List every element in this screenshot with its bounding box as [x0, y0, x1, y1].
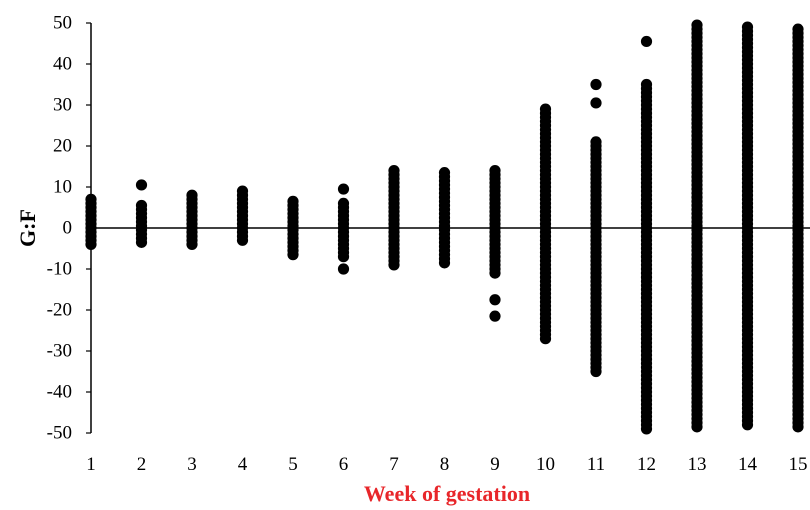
- x-tick-label: 12: [637, 454, 656, 475]
- data-point: [337, 263, 350, 275]
- data-point: [135, 199, 148, 212]
- x-tick-label: 15: [789, 454, 808, 475]
- data-point: [590, 97, 602, 109]
- x-tick-label: 11: [587, 454, 605, 475]
- data-point: [691, 19, 703, 31]
- x-tick-label: 9: [490, 454, 500, 475]
- data-point: [85, 193, 97, 205]
- x-tick-label: 4: [238, 454, 248, 475]
- x-tick-label: 13: [688, 454, 707, 475]
- y-tick-label: -10: [47, 259, 72, 280]
- data-point: [135, 179, 148, 191]
- x-tick-label: 1: [86, 454, 96, 475]
- x-tick-label: 8: [440, 454, 450, 475]
- y-tick-label: 30: [53, 95, 72, 116]
- data-point: [489, 165, 501, 177]
- y-tick-label: 10: [53, 177, 72, 198]
- data-point: [337, 183, 350, 195]
- data-point: [489, 310, 501, 322]
- data-point: [388, 165, 400, 177]
- data-point: [337, 197, 350, 209]
- data-point: [640, 78, 653, 91]
- y-axis-title: G:F: [15, 209, 40, 247]
- y-tick-label: 20: [53, 136, 72, 157]
- x-axis-title: Week of gestation: [364, 481, 530, 506]
- x-tick-label: 6: [339, 454, 349, 475]
- y-tick-label: -40: [47, 382, 72, 403]
- y-axis: -50 -40 -30 -20 -10 0 10 20 30 40 50: [47, 13, 92, 444]
- y-tick-label: 0: [63, 218, 73, 239]
- x-tick-label: 2: [137, 454, 147, 475]
- data-point: [590, 136, 602, 148]
- y-tick-label: 40: [53, 54, 72, 75]
- data-point: [186, 189, 198, 201]
- data-points: [85, 19, 804, 435]
- data-point: [287, 195, 299, 207]
- x-tick-label: 5: [288, 454, 298, 475]
- data-point: [438, 167, 451, 179]
- y-tick-label: -20: [47, 300, 72, 321]
- x-tick-label: 3: [187, 454, 197, 475]
- data-point: [236, 185, 249, 197]
- data-point: [590, 78, 602, 91]
- y-tick-label: 50: [53, 13, 72, 34]
- y-tick-label: -30: [47, 341, 72, 362]
- x-tick-label: 14: [738, 454, 758, 475]
- x-tick-label: 7: [389, 454, 399, 475]
- data-point: [741, 21, 754, 33]
- x-axis: 1 2 3 4 5 6 7 8 9 10 11 12 13 14 15: [86, 227, 810, 475]
- y-tick-label: -50: [47, 423, 72, 444]
- data-point: [489, 294, 501, 306]
- x-tick-label: 10: [536, 454, 555, 475]
- data-point: [640, 35, 653, 48]
- data-point: [539, 103, 552, 115]
- data-point: [792, 23, 804, 35]
